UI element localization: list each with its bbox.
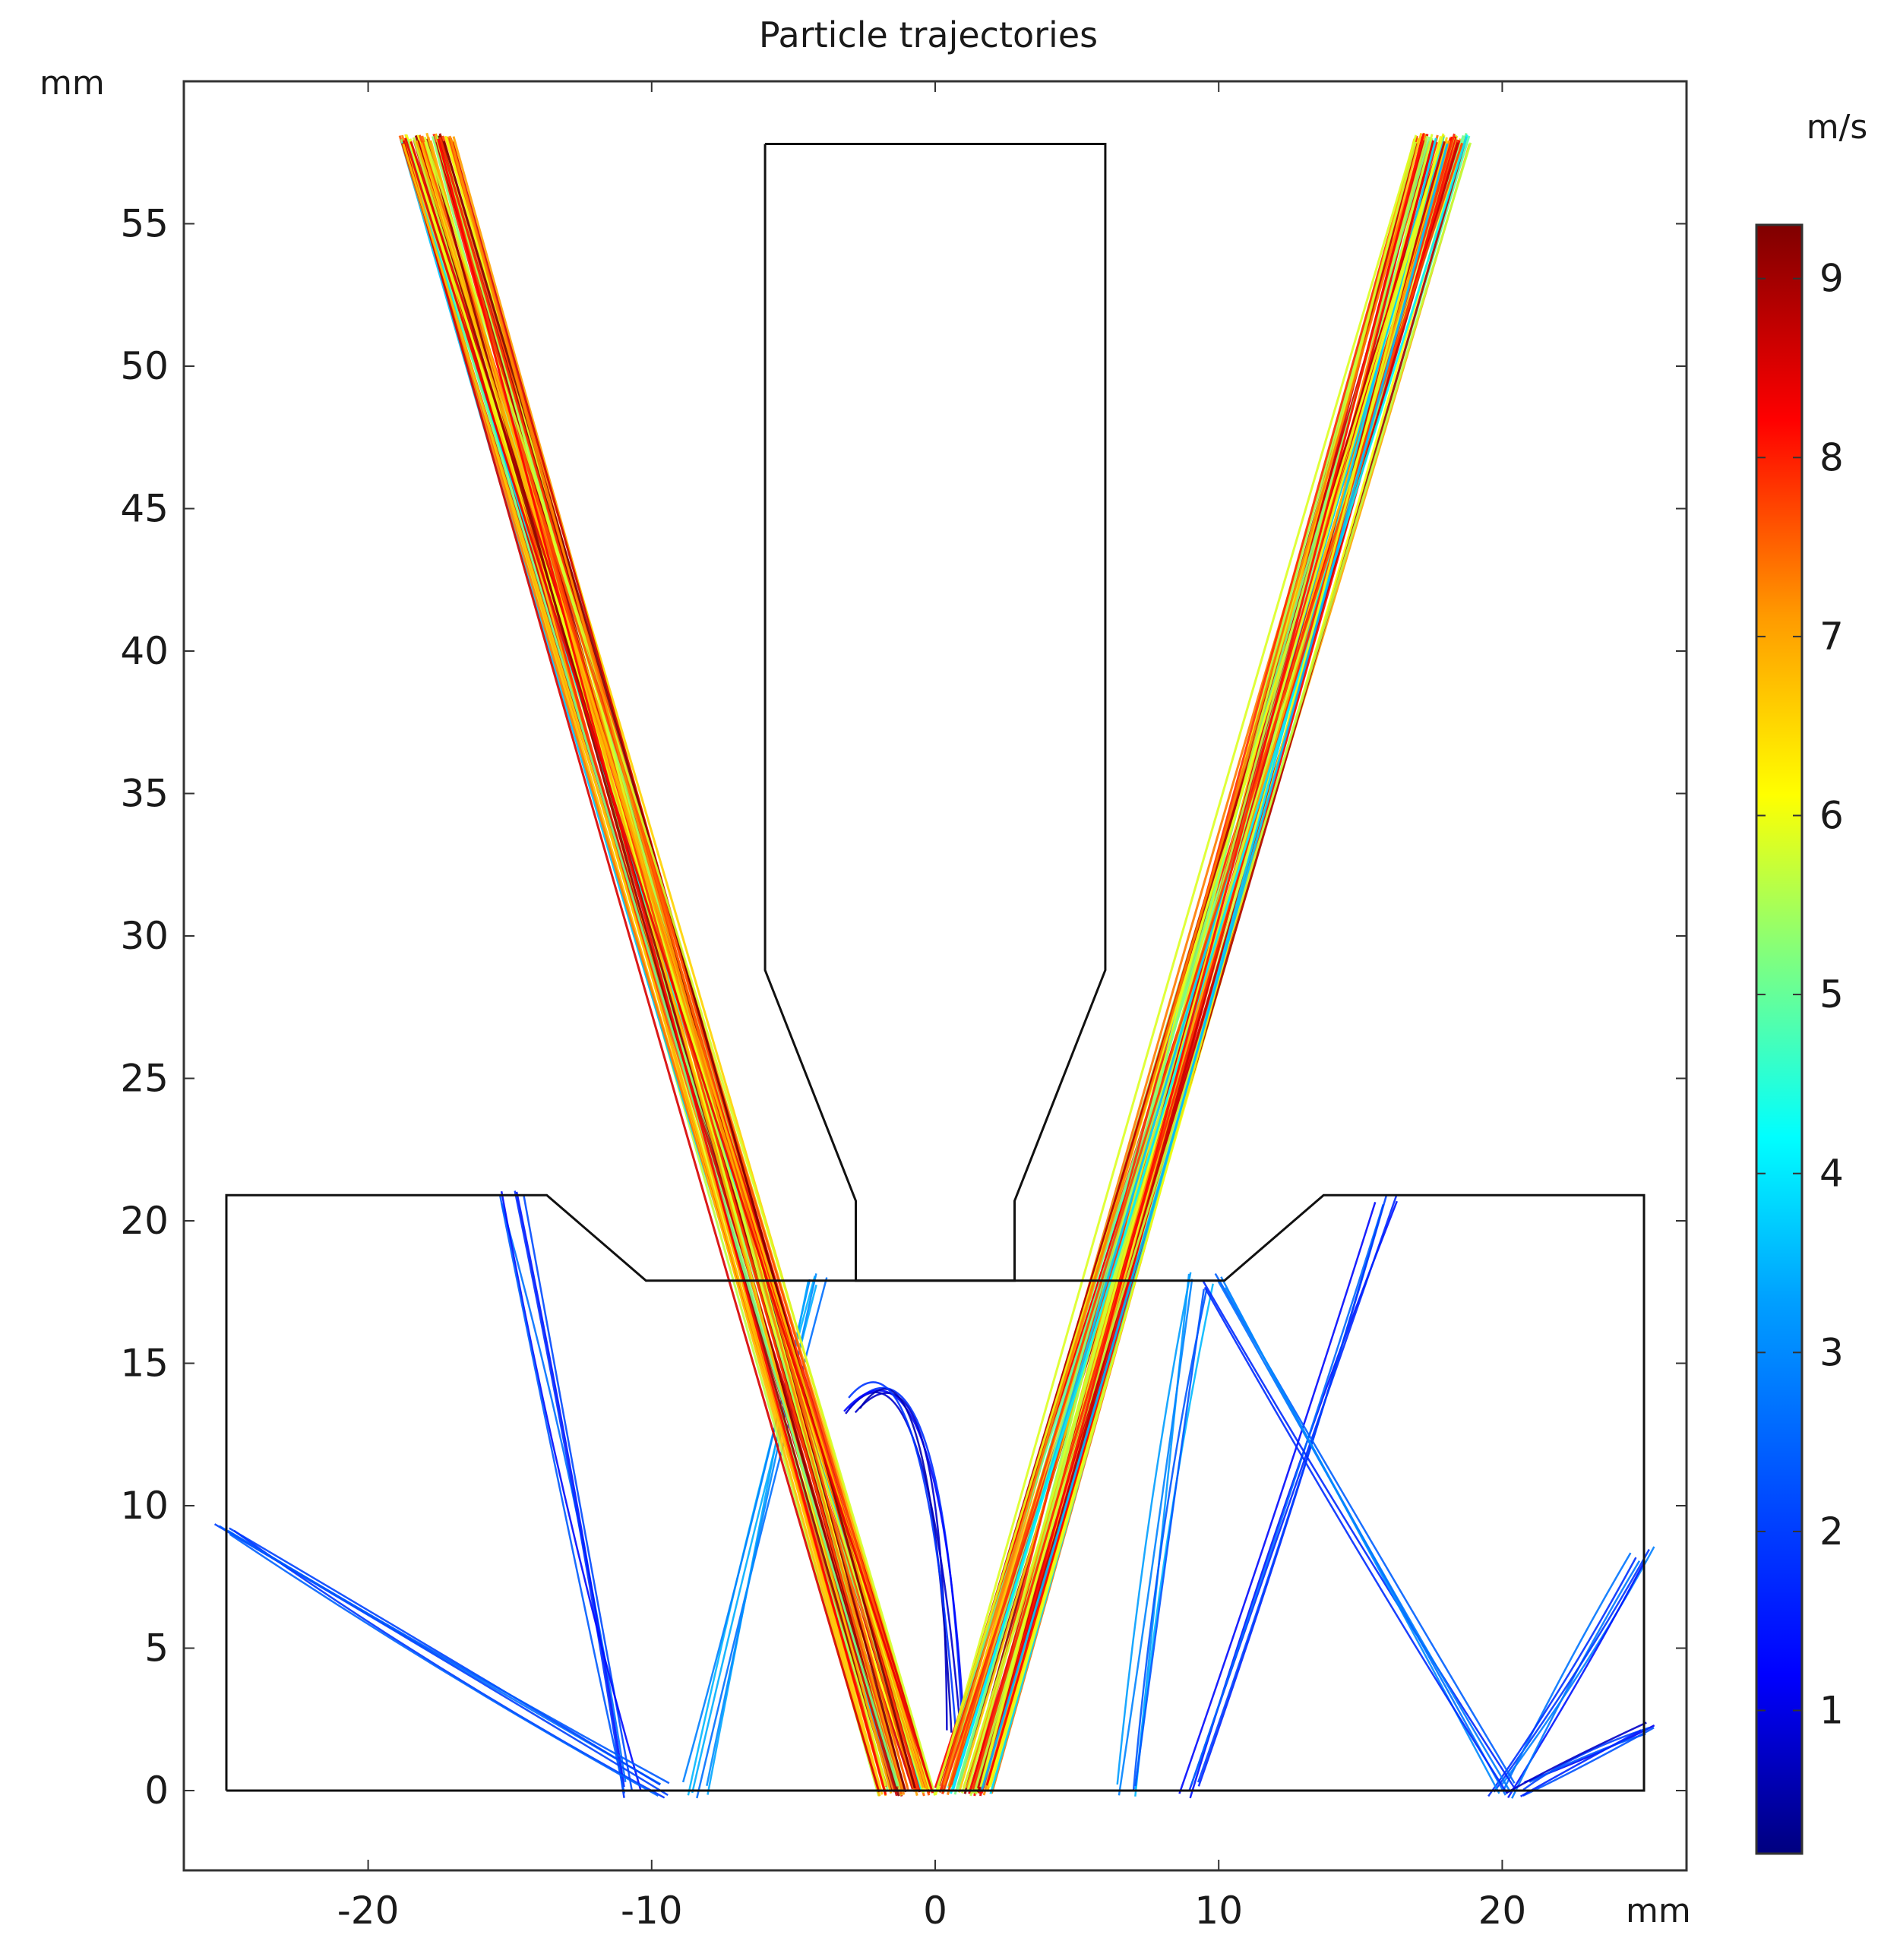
- trajectory-series-rebound-left-wide: [498, 1190, 642, 1798]
- trajectory-line: [523, 1194, 633, 1791]
- y-tick-label: 30: [120, 914, 169, 958]
- trajectory-line: [1190, 1203, 1385, 1785]
- trajectory-line: [515, 1191, 625, 1788]
- y-tick-label: 20: [120, 1199, 169, 1243]
- trajectory-line: [1501, 1546, 1655, 1785]
- trajectory-line: [1502, 1552, 1632, 1791]
- trajectory-line: [404, 138, 934, 1794]
- trajectory-line: [414, 135, 900, 1797]
- trajectory-line: [936, 134, 1418, 1793]
- x-tick-label: 20: [1478, 1889, 1527, 1933]
- trajectory-line: [1118, 1279, 1193, 1796]
- colorbar-unit: m/s: [1807, 108, 1868, 147]
- trajectory-line: [980, 143, 1449, 1791]
- trajectory-series-rebound-center-loop: [843, 1381, 966, 1740]
- y-tick-label: 35: [120, 772, 169, 816]
- trajectory-line: [1202, 1280, 1516, 1789]
- x-tick-label: -20: [337, 1889, 400, 1933]
- y-tick-label: 40: [120, 629, 169, 673]
- colorbar-tick-label: 8: [1819, 435, 1844, 479]
- trajectory-line: [976, 136, 1468, 1793]
- colorbar: [1755, 223, 1804, 1855]
- trajectory-line: [980, 133, 1425, 1794]
- trajectory-line: [1197, 1194, 1388, 1783]
- particle-trajectories: [213, 132, 1655, 1799]
- y-tick-label: 55: [120, 202, 169, 246]
- trajectory-line: [1506, 1721, 1647, 1794]
- trajectory-series-rebound-right-mid: [1116, 1272, 1214, 1797]
- trajectory-line: [1116, 1272, 1192, 1785]
- y-tick-label: 50: [120, 344, 169, 388]
- colorbar-tick-label: 7: [1819, 615, 1844, 659]
- inlet-body-outline: [763, 143, 1107, 1282]
- colorbar-ticks: 1 2 3 4 5 6 7 8 9: [1756, 257, 1844, 1733]
- trajectory-line: [980, 133, 1445, 1787]
- x-tick-label: 10: [1194, 1889, 1243, 1933]
- geometry-outline: [225, 143, 1646, 1792]
- y-tick-label: 25: [120, 1057, 169, 1101]
- trajectory-line: [406, 139, 899, 1787]
- x-axis-unit: mm: [1626, 1892, 1691, 1930]
- trajectory-line: [942, 132, 1426, 1786]
- x-axis-ticks: -20 -10 0 10 20: [337, 81, 1526, 1933]
- plot-frame: [182, 80, 1688, 1872]
- trajectory-series-rebound-right-wide: [1178, 1193, 1398, 1799]
- trajectory-line: [1522, 1727, 1655, 1797]
- y-tick-label: 0: [144, 1769, 169, 1813]
- trajectory-line: [1487, 1557, 1637, 1797]
- chart-title: Particle trajectories: [759, 14, 1098, 55]
- colorbar-tick-label: 6: [1819, 793, 1844, 837]
- colorbar-tick-label: 1: [1819, 1689, 1844, 1733]
- trajectory-line: [501, 1203, 627, 1783]
- trajectory-line: [402, 140, 880, 1793]
- trajectory-line: [1203, 1286, 1509, 1794]
- trajectory-line: [1225, 1287, 1500, 1794]
- x-tick-label: -10: [621, 1889, 683, 1933]
- trajectory-line: [402, 143, 884, 1795]
- trajectory-line: [1132, 1288, 1208, 1792]
- trajectory-line: [425, 132, 893, 1794]
- trajectory-line: [848, 1381, 958, 1740]
- trajectory-line: [498, 1195, 626, 1794]
- trajectory-line: [1493, 1548, 1650, 1793]
- colorbar-tick-label: 2: [1819, 1510, 1844, 1554]
- trajectory-line: [500, 1190, 642, 1791]
- trajectory-series-rebound-right-low: [1487, 1546, 1655, 1799]
- y-tick-label: 15: [120, 1342, 169, 1386]
- colorbar-tick-label: 4: [1819, 1152, 1844, 1196]
- trajectory-series-rebound-right-cross: [1202, 1272, 1516, 1796]
- trajectory-series-left-jet-fast: [398, 132, 937, 1797]
- y-tick-label: 45: [120, 487, 169, 531]
- trajectory-series-right-jet-fast: [934, 132, 1472, 1797]
- colorbar-tick-label: 5: [1819, 972, 1844, 1016]
- trajectory-line: [858, 1388, 953, 1733]
- y-axis-ticks: 0 5 10 15 20 25 30 35 40 45 50 55: [120, 202, 1687, 1813]
- trajectory-line: [218, 1525, 670, 1785]
- trajectory-line: [934, 138, 1443, 1796]
- x-tick-label: 0: [923, 1889, 947, 1933]
- y-axis-unit: mm: [40, 64, 105, 103]
- trajectory-series-rebound-right-short: [1506, 1721, 1655, 1797]
- trajectory-series-rebound-left-low: [213, 1523, 670, 1799]
- trajectory-line: [437, 138, 887, 1796]
- trajectory-line: [423, 136, 937, 1796]
- y-tick-label: 10: [120, 1484, 169, 1528]
- y-tick-label: 5: [144, 1626, 169, 1671]
- trajectory-line: [696, 1277, 828, 1799]
- trajectory-line: [1178, 1202, 1377, 1794]
- trajectory-line: [1522, 1727, 1650, 1791]
- trajectory-line: [1134, 1273, 1190, 1790]
- trajectory-line: [229, 1533, 659, 1797]
- trajectory-line: [1134, 1288, 1205, 1787]
- trajectory-line: [442, 141, 916, 1789]
- trajectory-line: [400, 134, 896, 1793]
- trajectory-line: [514, 1190, 625, 1798]
- colorbar-tick-label: 3: [1819, 1330, 1844, 1374]
- trajectory-line: [229, 1527, 661, 1786]
- trajectory-line: [419, 134, 931, 1796]
- colorbar-tick-label: 9: [1819, 257, 1844, 301]
